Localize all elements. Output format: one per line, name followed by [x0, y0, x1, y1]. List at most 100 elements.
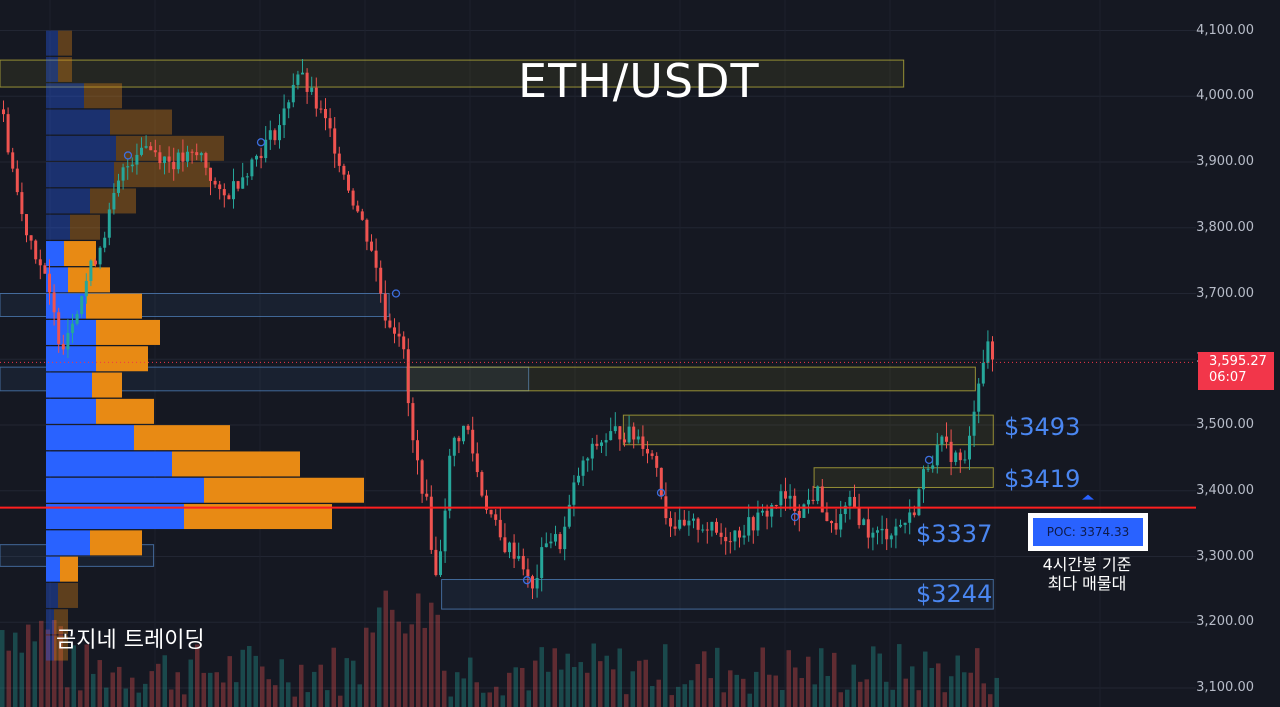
candle-body [48, 273, 51, 293]
last-price-value: 3,595.27 [1209, 354, 1267, 369]
candle-body [756, 512, 760, 531]
candle-body [784, 491, 787, 499]
candle-body [830, 521, 833, 524]
candle-body [57, 312, 61, 344]
volume-bar [325, 690, 330, 707]
volume-bar [949, 676, 954, 707]
volume-bar [279, 659, 284, 707]
candle-body [751, 517, 755, 531]
y-tick-label: 3,800.00 [1196, 219, 1254, 235]
volume-bar [71, 645, 76, 707]
volume-bar [507, 672, 512, 707]
volume-bar [611, 669, 616, 707]
vp-sell-bar [96, 319, 160, 345]
volume-bar [240, 649, 245, 707]
volume-bar [975, 648, 980, 707]
poc-label: POC: 3374.33 [1033, 518, 1143, 546]
volume-bar [663, 644, 668, 707]
volume-bar [227, 656, 232, 707]
volume-bar [988, 694, 993, 707]
candle-body [425, 493, 429, 497]
candle-body [420, 460, 424, 494]
candle-body [199, 153, 203, 156]
candle-body [618, 426, 622, 440]
candle-body [954, 452, 958, 462]
candle-body [636, 436, 640, 440]
volume-bar [195, 644, 200, 707]
volume-bar [890, 689, 895, 707]
volume-bar [624, 694, 629, 707]
candle-body [291, 84, 295, 103]
volume-bar [728, 670, 733, 707]
volume-bar [793, 667, 798, 707]
candle-body [190, 151, 194, 153]
candle-body [370, 241, 373, 251]
volume-bar [260, 666, 265, 707]
candle-body [531, 576, 534, 589]
volume-bar [513, 667, 518, 707]
volume-bar [474, 682, 479, 707]
candle-body [379, 267, 383, 294]
vp-sell-bar [54, 609, 68, 635]
volume-bar [929, 667, 934, 707]
candle-body [544, 543, 548, 548]
volume-bar [273, 685, 278, 707]
candle-body [84, 280, 88, 297]
candle-body [75, 314, 79, 324]
volume-bar [84, 644, 89, 707]
price-zone [406, 366, 976, 392]
candle-body [839, 514, 843, 530]
volume-bar [104, 687, 109, 707]
volume-bar [422, 627, 427, 707]
volume-bar [182, 694, 187, 707]
candle-body [52, 292, 56, 313]
vp-buy-bar [46, 477, 204, 503]
volume-bar [617, 648, 622, 707]
candle-body [71, 323, 74, 333]
vp-sell-bar [58, 582, 78, 608]
candle-body [517, 555, 521, 559]
volume-bar [455, 672, 460, 707]
candle-body [646, 448, 649, 454]
volume-bar [604, 655, 609, 707]
candle-body [825, 512, 829, 522]
candle-body [167, 156, 171, 162]
level-label-3493: $3493 [1004, 413, 1081, 441]
candle-body [236, 181, 240, 189]
volume-bar [143, 683, 148, 707]
candle-body [112, 192, 116, 210]
candle-body [917, 489, 921, 516]
y-tick-label: 3,900.00 [1196, 154, 1254, 169]
volume-bar [539, 647, 544, 707]
volume-bar [370, 632, 375, 707]
vp-buy-bar [46, 293, 86, 319]
volume-bar [598, 661, 603, 707]
volume-bar [162, 655, 167, 707]
volume-bar [812, 684, 817, 707]
candle-body [567, 504, 571, 527]
candle-body [650, 453, 654, 456]
volume-bar [32, 641, 37, 707]
candle-body [140, 147, 143, 155]
vp-sell-bar [86, 293, 142, 319]
candle-body [816, 486, 820, 501]
volume-bar [734, 674, 739, 707]
volume-bar [247, 646, 252, 707]
candle-body [204, 153, 208, 168]
candle-body [11, 152, 15, 169]
vp-sell-bar [60, 556, 78, 582]
volume-bar [669, 695, 674, 707]
candle-body [278, 125, 281, 141]
vp-sell-bar [110, 109, 172, 135]
candle-body [232, 181, 235, 200]
candle-body [968, 435, 971, 460]
candle-body [103, 237, 107, 248]
volume-bar [364, 627, 369, 707]
watermark: 곰지네 트레이딩 [56, 628, 205, 653]
vp-buy-bar [46, 582, 58, 608]
volume-bar [702, 651, 707, 707]
candle-body [310, 87, 314, 92]
level-label-3337: $3337 [916, 520, 993, 548]
volume-bar [19, 652, 24, 707]
